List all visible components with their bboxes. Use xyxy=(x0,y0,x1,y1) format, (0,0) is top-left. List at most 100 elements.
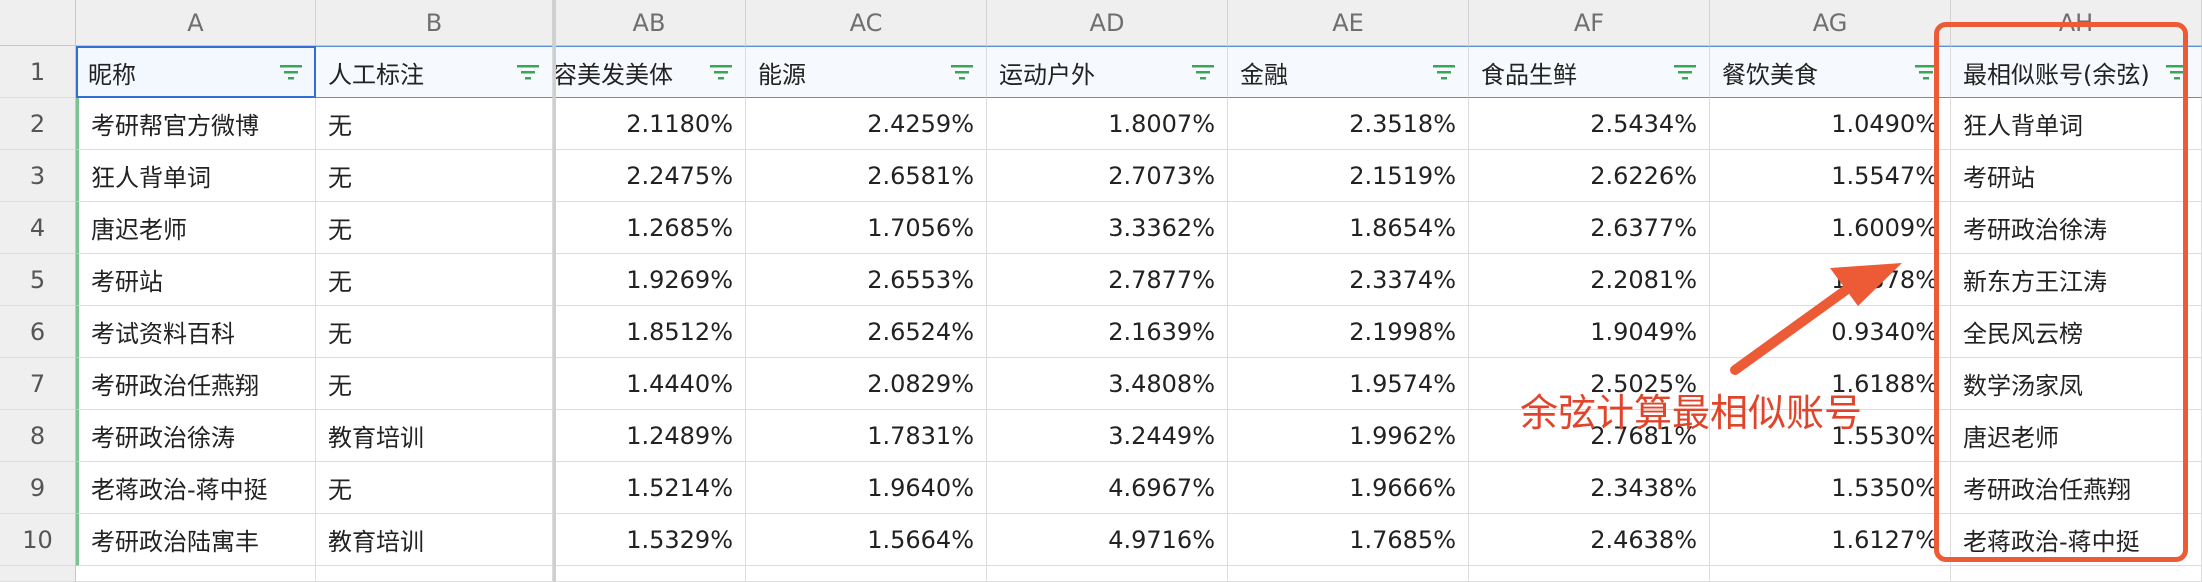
cell-af-8[interactable]: 2.7681% xyxy=(1469,410,1710,462)
column-header-af[interactable]: AF xyxy=(1469,0,1710,46)
cell-b-10[interactable]: 教育培训 xyxy=(316,514,553,566)
row-header-2[interactable]: 2 xyxy=(0,98,76,150)
column-header-ab[interactable]: AB xyxy=(553,0,746,46)
cell-partial-row[interactable] xyxy=(1710,566,1951,582)
cell-ag-8[interactable]: 1.5530% xyxy=(1710,410,1951,462)
header-cell-af[interactable]: 食品生鲜 xyxy=(1469,46,1710,98)
row-header-4[interactable]: 4 xyxy=(0,202,76,254)
cell-ah-3[interactable]: 考研站 xyxy=(1951,150,2202,202)
cell-ab-3[interactable]: 2.2475% xyxy=(553,150,746,202)
row-header-5[interactable]: 5 xyxy=(0,254,76,306)
cell-ah-7[interactable]: 数学汤家凤 xyxy=(1951,358,2202,410)
cell-a-3[interactable]: 狂人背单词 xyxy=(76,150,316,202)
cell-ae-3[interactable]: 2.1519% xyxy=(1228,150,1469,202)
cell-ae-8[interactable]: 1.9962% xyxy=(1228,410,1469,462)
row-header-9[interactable]: 9 xyxy=(0,462,76,514)
cell-ah-9[interactable]: 考研政治任燕翔 xyxy=(1951,462,2202,514)
column-header-ac[interactable]: AC xyxy=(746,0,987,46)
filter-icon[interactable] xyxy=(1914,63,1938,81)
cell-ag-6[interactable]: 0.9340% xyxy=(1710,306,1951,358)
filter-icon[interactable] xyxy=(709,63,733,81)
cell-af-6[interactable]: 1.9049% xyxy=(1469,306,1710,358)
cell-a-5[interactable]: 考研站 xyxy=(76,254,316,306)
cell-b-9[interactable]: 无 xyxy=(316,462,553,514)
row-header-1[interactable]: 1 xyxy=(0,46,76,98)
cell-ac-8[interactable]: 1.7831% xyxy=(746,410,987,462)
cell-a-6[interactable]: 考试资料百科 xyxy=(76,306,316,358)
cell-ac-7[interactable]: 2.0829% xyxy=(746,358,987,410)
filter-icon[interactable] xyxy=(950,63,974,81)
cell-b-6[interactable]: 无 xyxy=(316,306,553,358)
row-header-8[interactable]: 8 xyxy=(0,410,76,462)
row-header-10[interactable]: 10 xyxy=(0,514,76,566)
header-cell-ae[interactable]: 金融 xyxy=(1228,46,1469,98)
cell-ac-5[interactable]: 2.6553% xyxy=(746,254,987,306)
cell-af-2[interactable]: 2.5434% xyxy=(1469,98,1710,150)
filter-icon[interactable] xyxy=(1191,63,1215,81)
cell-af-7[interactable]: 2.5025% xyxy=(1469,358,1710,410)
cell-ad-8[interactable]: 3.2449% xyxy=(987,410,1228,462)
row-header-partial[interactable] xyxy=(0,566,76,582)
cell-ab-7[interactable]: 1.4440% xyxy=(553,358,746,410)
header-cell-a[interactable]: 昵称 xyxy=(76,46,316,98)
row-header-6[interactable]: 6 xyxy=(0,306,76,358)
column-header-ae[interactable]: AE xyxy=(1228,0,1469,46)
cell-a-7[interactable]: 考研政治任燕翔 xyxy=(76,358,316,410)
cell-ah-2[interactable]: 狂人背单词 xyxy=(1951,98,2202,150)
cell-b-4[interactable]: 无 xyxy=(316,202,553,254)
frozen-column-divider[interactable] xyxy=(553,0,556,582)
row-header-3[interactable]: 3 xyxy=(0,150,76,202)
cell-b-8[interactable]: 教育培训 xyxy=(316,410,553,462)
cell-ah-8[interactable]: 唐迟老师 xyxy=(1951,410,2202,462)
cell-b-7[interactable]: 无 xyxy=(316,358,553,410)
cell-ag-3[interactable]: 1.5547% xyxy=(1710,150,1951,202)
header-cell-ad[interactable]: 运动户外 xyxy=(987,46,1228,98)
cell-ab-6[interactable]: 1.8512% xyxy=(553,306,746,358)
cell-a-8[interactable]: 考研政治徐涛 xyxy=(76,410,316,462)
cell-partial-row[interactable] xyxy=(987,566,1228,582)
cell-ac-6[interactable]: 2.6524% xyxy=(746,306,987,358)
cell-ah-4[interactable]: 考研政治徐涛 xyxy=(1951,202,2202,254)
cell-ad-6[interactable]: 2.1639% xyxy=(987,306,1228,358)
column-header-a[interactable]: A xyxy=(76,0,316,46)
cell-ag-9[interactable]: 1.5350% xyxy=(1710,462,1951,514)
cell-partial-row[interactable] xyxy=(553,566,746,582)
cell-ag-2[interactable]: 1.0490% xyxy=(1710,98,1951,150)
cell-ab-8[interactable]: 1.2489% xyxy=(553,410,746,462)
cell-ad-10[interactable]: 4.9716% xyxy=(987,514,1228,566)
filter-icon[interactable] xyxy=(516,63,540,81)
cell-ae-2[interactable]: 2.3518% xyxy=(1228,98,1469,150)
cell-ag-10[interactable]: 1.6127% xyxy=(1710,514,1951,566)
cell-ab-9[interactable]: 1.5214% xyxy=(553,462,746,514)
header-cell-ah[interactable]: 最相似账号(余弦) xyxy=(1951,46,2202,98)
cell-ae-4[interactable]: 1.8654% xyxy=(1228,202,1469,254)
cell-partial-row[interactable] xyxy=(76,566,316,582)
cell-ah-6[interactable]: 全民风云榜 xyxy=(1951,306,2202,358)
cell-a-4[interactable]: 唐迟老师 xyxy=(76,202,316,254)
header-cell-ac[interactable]: 能源 xyxy=(746,46,987,98)
cell-ae-6[interactable]: 2.1998% xyxy=(1228,306,1469,358)
cell-partial-row[interactable] xyxy=(746,566,987,582)
cell-ad-7[interactable]: 3.4808% xyxy=(987,358,1228,410)
cell-ae-5[interactable]: 2.3374% xyxy=(1228,254,1469,306)
cell-ad-2[interactable]: 1.8007% xyxy=(987,98,1228,150)
cell-b-2[interactable]: 无 xyxy=(316,98,553,150)
column-header-ah[interactable]: AH xyxy=(1951,0,2202,46)
column-header-ag[interactable]: AG xyxy=(1710,0,1951,46)
row-header-7[interactable]: 7 xyxy=(0,358,76,410)
cell-ad-4[interactable]: 3.3362% xyxy=(987,202,1228,254)
filter-icon[interactable] xyxy=(1673,63,1697,81)
select-all-corner[interactable] xyxy=(0,0,76,46)
cell-ac-9[interactable]: 1.9640% xyxy=(746,462,987,514)
cell-ac-3[interactable]: 2.6581% xyxy=(746,150,987,202)
cell-partial-row[interactable] xyxy=(1951,566,2202,582)
cell-af-5[interactable]: 2.2081% xyxy=(1469,254,1710,306)
cell-partial-row[interactable] xyxy=(316,566,553,582)
filter-icon[interactable] xyxy=(1432,63,1456,81)
cell-ae-7[interactable]: 1.9574% xyxy=(1228,358,1469,410)
cell-ac-4[interactable]: 1.7056% xyxy=(746,202,987,254)
cell-ah-5[interactable]: 新东方王江涛 xyxy=(1951,254,2202,306)
cell-ah-10[interactable]: 老蒋政治-蒋中挺 xyxy=(1951,514,2202,566)
cell-a-9[interactable]: 老蒋政治-蒋中挺 xyxy=(76,462,316,514)
